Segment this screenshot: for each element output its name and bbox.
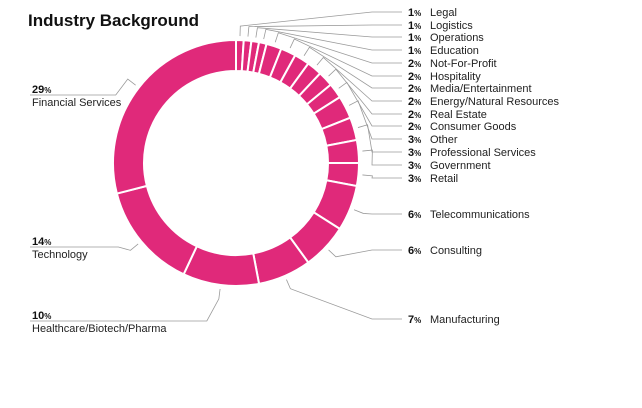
value-professional-services: 3% xyxy=(408,147,421,159)
leader-healthcare-biotech-pharma xyxy=(30,288,221,322)
leader-retail xyxy=(362,174,402,179)
label-consulting: 6% Consulting xyxy=(408,245,482,257)
category-consulting: Consulting xyxy=(430,245,482,257)
chart-title: Industry Background xyxy=(28,11,199,30)
label-education: 1% Education xyxy=(408,45,479,57)
category-real-estate: Real Estate xyxy=(430,109,487,121)
leader-operations xyxy=(255,27,402,38)
value-energy-natural-resources: 2% xyxy=(408,96,421,108)
category-legal: Legal xyxy=(430,7,457,19)
value-technology: 14% xyxy=(32,236,51,248)
label-other: 3% Other xyxy=(408,134,458,146)
slice-technology xyxy=(115,184,199,276)
slice-financial-services xyxy=(112,38,237,195)
label-not-for-profit: 2% Not-For-Profit xyxy=(408,58,497,70)
value-hospitality: 2% xyxy=(408,71,421,83)
label-financial-services: 29%Financial Services xyxy=(32,84,122,109)
value-financial-services: 29% xyxy=(32,84,51,96)
category-other: Other xyxy=(430,134,458,146)
category-hospitality: Hospitality xyxy=(430,71,481,83)
value-healthcare-biotech-pharma: 10% xyxy=(32,310,51,322)
leader-government xyxy=(362,149,402,166)
category-logistics: Logistics xyxy=(430,20,473,32)
category-telecommunications: Telecommunications xyxy=(430,209,530,221)
label-healthcare-biotech-pharma: 10%Healthcare/Biotech/Pharma xyxy=(32,310,167,335)
category-technology: Technology xyxy=(32,249,88,261)
value-real-estate: 2% xyxy=(408,109,421,121)
category-education: Education xyxy=(430,45,479,57)
category-healthcare-biotech-pharma: Healthcare/Biotech/Pharma xyxy=(32,323,167,335)
label-hospitality: 2% Hospitality xyxy=(408,71,481,83)
value-retail: 3% xyxy=(408,173,421,185)
leader-other xyxy=(348,100,402,140)
leader-legal xyxy=(239,11,402,37)
category-professional-services: Professional Services xyxy=(430,147,536,159)
leader-financial-services xyxy=(30,78,136,96)
label-operations: 1% Operations xyxy=(408,32,484,44)
value-consulting: 6% xyxy=(408,245,421,257)
value-telecommunications: 6% xyxy=(408,209,421,221)
value-legal: 1% xyxy=(408,7,421,19)
category-operations: Operations xyxy=(430,32,484,44)
leader-real-estate xyxy=(328,68,402,115)
category-not-for-profit: Not-For-Profit xyxy=(430,58,497,70)
label-energy-natural-resources: 2% Energy/Natural Resources xyxy=(408,96,560,108)
label-technology: 14%Technology xyxy=(32,236,88,261)
leader-energy-natural-resources xyxy=(316,56,402,102)
label-professional-services: 3% Professional Services xyxy=(408,147,536,159)
leader-hospitality xyxy=(289,38,402,77)
label-manufacturing: 7% Manufacturing xyxy=(408,314,500,326)
value-consumer-goods: 2% xyxy=(408,121,421,133)
label-telecommunications: 6% Telecommunications xyxy=(408,209,530,221)
value-logistics: 1% xyxy=(408,20,421,32)
value-manufacturing: 7% xyxy=(408,314,421,326)
value-education: 1% xyxy=(408,45,421,57)
value-government: 3% xyxy=(408,160,421,172)
leader-education xyxy=(263,28,402,51)
label-logistics: 1% Logistics xyxy=(408,20,473,32)
value-not-for-profit: 2% xyxy=(408,58,421,70)
label-government: 3% Government xyxy=(408,160,491,172)
category-government: Government xyxy=(430,160,491,172)
value-operations: 1% xyxy=(408,32,421,44)
label-retail: 3% Retail xyxy=(408,173,458,185)
leader-professional-services xyxy=(357,124,402,153)
leader-logistics xyxy=(247,24,402,37)
leader-media-entertainment xyxy=(303,46,402,89)
label-real-estate: 2% Real Estate xyxy=(408,109,487,121)
value-media-entertainment: 2% xyxy=(408,83,421,95)
label-consumer-goods: 2% Consumer Goods xyxy=(408,121,517,133)
label-legal: 1% Legal xyxy=(408,7,457,19)
leader-technology xyxy=(30,243,139,251)
leader-manufacturing xyxy=(286,279,402,320)
category-consumer-goods: Consumer Goods xyxy=(430,121,517,133)
category-energy-natural-resources: Energy/Natural Resources xyxy=(430,96,560,108)
leader-telecommunications xyxy=(353,209,402,215)
category-manufacturing: Manufacturing xyxy=(430,314,500,326)
category-retail: Retail xyxy=(430,173,458,185)
value-other: 3% xyxy=(408,134,421,146)
label-media-entertainment: 2% Media/Entertainment xyxy=(408,83,532,95)
category-media-entertainment: Media/Entertainment xyxy=(430,83,532,95)
leader-consulting xyxy=(328,249,402,258)
leader-not-for-profit xyxy=(274,32,402,64)
category-financial-services: Financial Services xyxy=(32,97,122,109)
